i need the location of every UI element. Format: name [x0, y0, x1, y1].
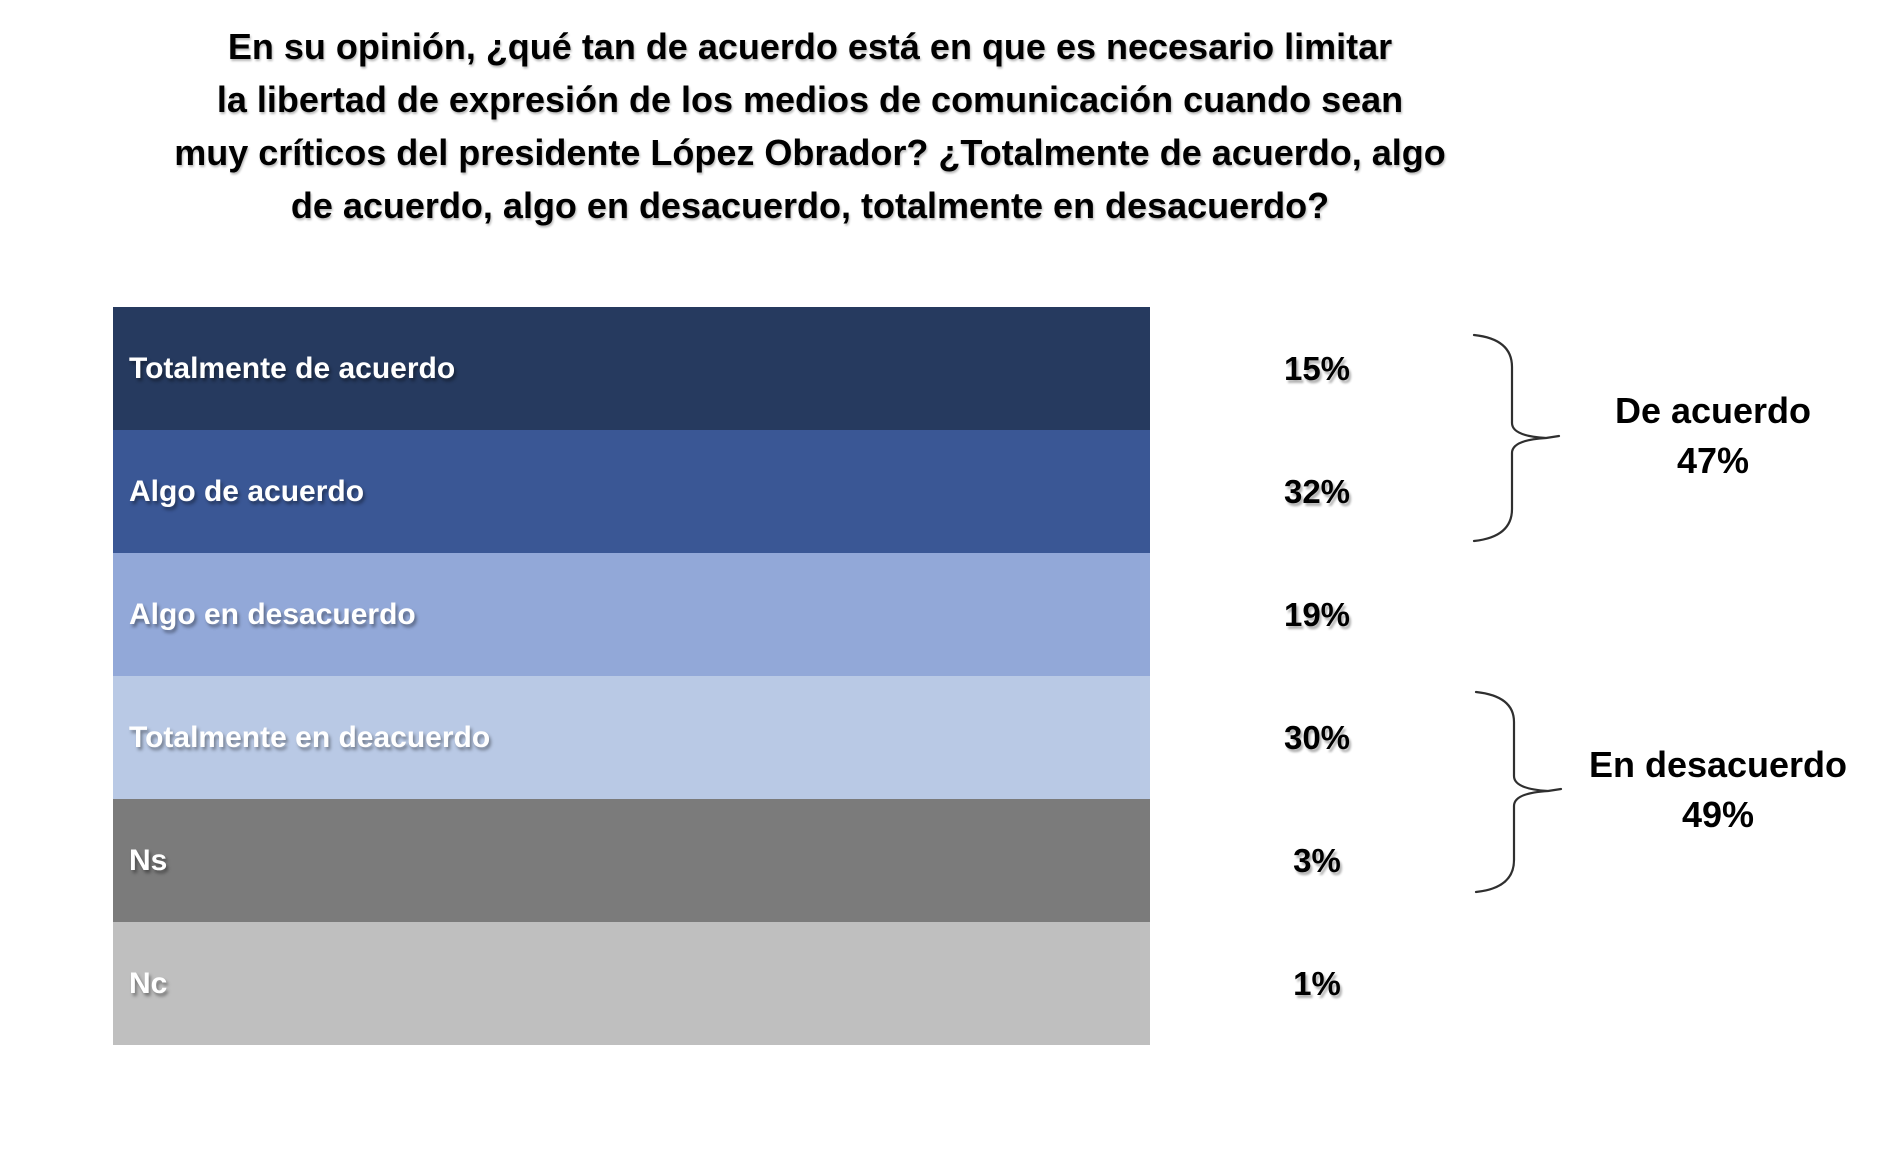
bar-nc: Nc	[113, 922, 1150, 1045]
bar-totalmente-en-deacuerdo: Totalmente en deacuerdo	[113, 676, 1150, 799]
chart-title-line-1: En su opinión, ¿qué tan de acuerdo está …	[227, 26, 1393, 67]
value-label-algo-de-acuerdo: 32%	[1283, 473, 1351, 510]
bar-algo-de-acuerdo: Algo de acuerdo	[113, 430, 1150, 553]
group-label-en-desacuerdo-value: 49%	[1681, 794, 1755, 835]
bar-ns: Ns	[113, 799, 1150, 922]
bar-label-totalmente-de-acuerdo: Totalmente de acuerdo	[129, 351, 456, 385]
value-label-algo-en-desacuerdo: 19%	[1283, 596, 1351, 633]
bar-label-algo-en-desacuerdo: Algo en desacuerdo	[129, 597, 416, 631]
bar-chart: Totalmente de acuerdo Algo de acuerdo Al…	[113, 307, 1150, 1045]
value-label-nc: 1%	[1293, 965, 1341, 1002]
group-label-de-acuerdo: De acuerdo 47%	[1553, 386, 1873, 486]
brace-en-desacuerdo	[1474, 690, 1563, 894]
value-label-ns: 3%	[1293, 842, 1341, 879]
value-label-totalmente-de-acuerdo: 15%	[1283, 350, 1351, 387]
chart-title-line-3: muy críticos del presidente López Obrado…	[174, 132, 1446, 173]
group-label-en-desacuerdo: En desacuerdo 49%	[1553, 740, 1883, 840]
value-label-column: 15% 32% 19% 30% 3% 1%	[1217, 307, 1417, 1045]
bar-label-nc: Nc	[129, 966, 168, 1000]
bar-label-totalmente-en-deacuerdo: Totalmente en deacuerdo	[129, 720, 491, 754]
bar-label-algo-de-acuerdo: Algo de acuerdo	[129, 474, 365, 508]
chart-title: En su opinión, ¿qué tan de acuerdo está …	[150, 20, 1470, 232]
chart-title-line-4: de acuerdo, algo en desacuerdo, totalmen…	[290, 185, 1330, 226]
brace-de-acuerdo	[1472, 333, 1561, 543]
bar-label-ns: Ns	[129, 843, 168, 877]
brace-en-desacuerdo-path	[1474, 690, 1563, 894]
chart-title-line-2: la libertad de expresión de los medios d…	[216, 79, 1404, 120]
value-label-totalmente-en-deacuerdo: 30%	[1283, 719, 1351, 756]
group-label-de-acuerdo-value: 47%	[1676, 440, 1750, 481]
group-label-de-acuerdo-text: De acuerdo	[1614, 390, 1812, 431]
bar-totalmente-de-acuerdo: Totalmente de acuerdo	[113, 307, 1150, 430]
brace-de-acuerdo-path	[1472, 333, 1561, 543]
bar-algo-en-desacuerdo: Algo en desacuerdo	[113, 553, 1150, 676]
group-label-en-desacuerdo-text: En desacuerdo	[1588, 744, 1848, 785]
